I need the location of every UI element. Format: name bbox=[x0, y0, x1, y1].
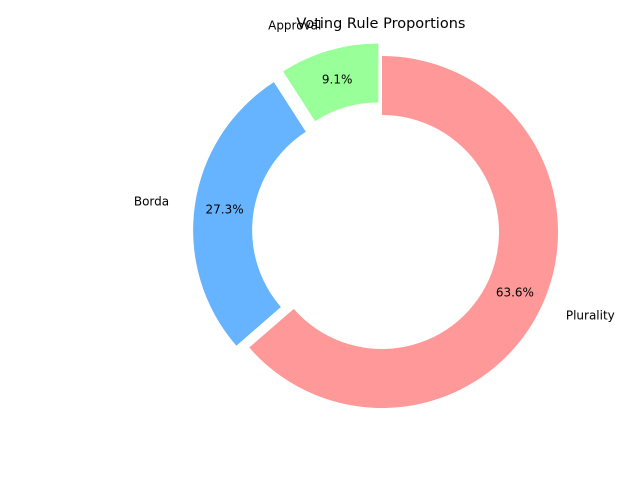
slice-label-plurality: Plurality bbox=[566, 309, 615, 323]
chart-title: Voting Rule Proportions bbox=[297, 16, 466, 32]
percent-label-borda: 27.3% bbox=[206, 203, 244, 217]
slice-label-borda: Borda bbox=[134, 195, 169, 209]
slice-borda bbox=[193, 82, 306, 346]
slice-plurality bbox=[249, 56, 558, 408]
slice-label-approval: Approval bbox=[268, 19, 321, 33]
labels-group: 63.6% Plurality 27.3% Borda 9.1% Approval bbox=[134, 19, 615, 323]
slice-approval bbox=[283, 43, 379, 122]
percent-label-plurality: 63.6% bbox=[496, 285, 534, 299]
percent-label-approval: 9.1% bbox=[322, 72, 353, 86]
slices-group bbox=[193, 43, 558, 408]
